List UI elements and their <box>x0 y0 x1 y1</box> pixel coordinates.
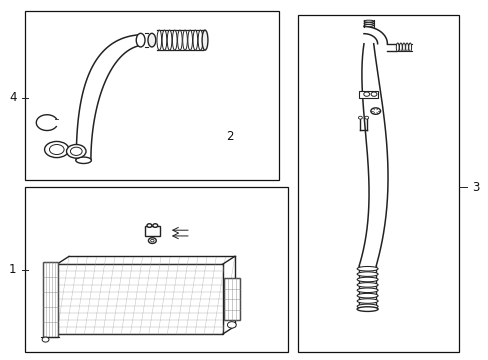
Bar <box>224 278 239 320</box>
Bar <box>57 264 222 334</box>
Ellipse shape <box>157 30 162 50</box>
Ellipse shape <box>172 30 177 50</box>
Ellipse shape <box>153 224 158 227</box>
Ellipse shape <box>183 30 187 50</box>
Ellipse shape <box>66 144 86 158</box>
Ellipse shape <box>402 43 405 51</box>
Ellipse shape <box>363 20 373 22</box>
Ellipse shape <box>148 238 156 243</box>
Ellipse shape <box>76 157 91 163</box>
Ellipse shape <box>136 33 145 47</box>
Ellipse shape <box>356 283 377 287</box>
Circle shape <box>364 116 368 119</box>
Circle shape <box>370 92 376 96</box>
Bar <box>298 15 458 352</box>
Ellipse shape <box>395 43 398 51</box>
Bar <box>144 226 160 235</box>
Circle shape <box>363 92 369 96</box>
Ellipse shape <box>356 266 377 271</box>
Ellipse shape <box>70 147 82 156</box>
Circle shape <box>42 337 49 342</box>
Ellipse shape <box>147 224 152 227</box>
Ellipse shape <box>49 144 64 154</box>
Ellipse shape <box>399 43 402 51</box>
Ellipse shape <box>363 22 373 24</box>
Bar <box>25 187 288 352</box>
Ellipse shape <box>356 299 377 303</box>
Text: 4: 4 <box>9 91 17 104</box>
Ellipse shape <box>356 277 377 282</box>
Ellipse shape <box>370 108 380 114</box>
Ellipse shape <box>44 141 69 158</box>
Bar <box>43 262 58 337</box>
Ellipse shape <box>363 24 373 26</box>
Ellipse shape <box>356 293 377 298</box>
Ellipse shape <box>405 43 407 51</box>
Text: 1: 1 <box>9 263 17 276</box>
Ellipse shape <box>150 239 154 242</box>
Ellipse shape <box>408 43 411 51</box>
Circle shape <box>227 321 236 328</box>
Ellipse shape <box>356 288 377 293</box>
Ellipse shape <box>187 30 192 50</box>
Text: 3: 3 <box>471 181 479 194</box>
Ellipse shape <box>193 30 197 50</box>
Ellipse shape <box>198 30 203 50</box>
Ellipse shape <box>356 272 377 276</box>
Ellipse shape <box>148 33 156 47</box>
Ellipse shape <box>177 30 182 50</box>
Ellipse shape <box>356 307 377 311</box>
Ellipse shape <box>202 30 207 50</box>
Ellipse shape <box>356 304 377 309</box>
Text: 2: 2 <box>225 130 233 144</box>
Ellipse shape <box>167 30 172 50</box>
Ellipse shape <box>162 30 166 50</box>
Circle shape <box>358 116 362 119</box>
Bar <box>25 12 278 180</box>
Bar <box>359 91 377 98</box>
